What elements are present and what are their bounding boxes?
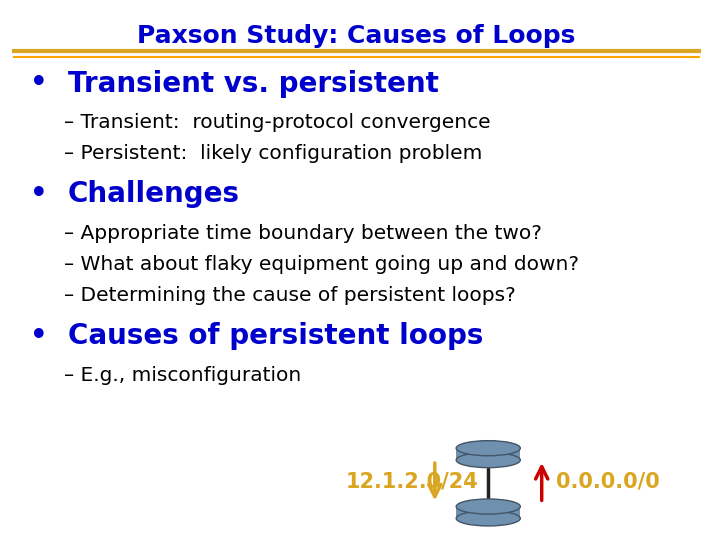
Text: – Persistent:  likely configuration problem: – Persistent: likely configuration probl… bbox=[64, 144, 482, 164]
Polygon shape bbox=[456, 507, 521, 518]
Text: •: • bbox=[29, 67, 48, 100]
Text: – Appropriate time boundary between the two?: – Appropriate time boundary between the … bbox=[64, 224, 542, 243]
Polygon shape bbox=[456, 448, 521, 460]
Text: •: • bbox=[29, 320, 48, 353]
Text: – Transient:  routing-protocol convergence: – Transient: routing-protocol convergenc… bbox=[64, 113, 491, 132]
Text: – Determining the cause of persistent loops?: – Determining the cause of persistent lo… bbox=[64, 286, 516, 306]
Ellipse shape bbox=[456, 453, 521, 468]
Text: Paxson Study: Causes of Loops: Paxson Study: Causes of Loops bbox=[138, 24, 575, 48]
Text: Transient vs. persistent: Transient vs. persistent bbox=[68, 70, 438, 98]
Ellipse shape bbox=[456, 511, 521, 526]
Ellipse shape bbox=[456, 499, 521, 514]
Text: – E.g., misconfiguration: – E.g., misconfiguration bbox=[64, 366, 302, 385]
Text: 12.1.2.0/24: 12.1.2.0/24 bbox=[346, 471, 479, 492]
Text: – What about flaky equipment going up and down?: – What about flaky equipment going up an… bbox=[64, 255, 579, 274]
Text: Causes of persistent loops: Causes of persistent loops bbox=[68, 322, 483, 350]
Ellipse shape bbox=[456, 441, 521, 456]
Text: •: • bbox=[29, 178, 48, 211]
Text: Challenges: Challenges bbox=[68, 180, 240, 208]
Text: 0.0.0.0/0: 0.0.0.0/0 bbox=[556, 471, 660, 492]
